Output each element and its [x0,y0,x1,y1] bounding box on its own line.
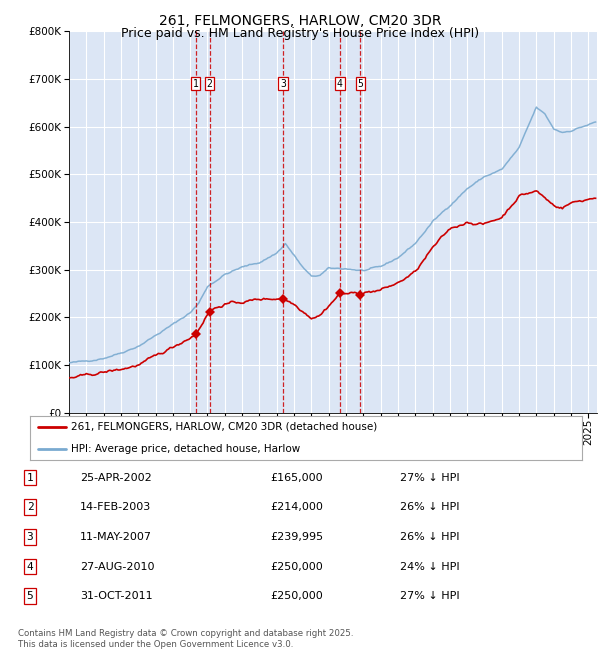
Text: £214,000: £214,000 [270,502,323,512]
Text: 1: 1 [26,473,34,482]
Text: HPI: Average price, detached house, Harlow: HPI: Average price, detached house, Harl… [71,444,301,454]
Text: 261, FELMONGERS, HARLOW, CM20 3DR (detached house): 261, FELMONGERS, HARLOW, CM20 3DR (detac… [71,422,377,432]
Text: 27-AUG-2010: 27-AUG-2010 [80,562,155,571]
Text: Price paid vs. HM Land Registry's House Price Index (HPI): Price paid vs. HM Land Registry's House … [121,27,479,40]
Text: 4: 4 [26,562,34,571]
Text: 26% ↓ HPI: 26% ↓ HPI [400,502,460,512]
Text: £239,995: £239,995 [270,532,323,542]
Text: 5: 5 [358,79,363,88]
Text: £250,000: £250,000 [270,562,323,571]
Text: 25-APR-2002: 25-APR-2002 [80,473,152,482]
Text: 24% ↓ HPI: 24% ↓ HPI [400,562,460,571]
Text: 11-MAY-2007: 11-MAY-2007 [80,532,152,542]
Text: 14-FEB-2003: 14-FEB-2003 [80,502,151,512]
Text: 1: 1 [193,79,199,88]
Text: 26% ↓ HPI: 26% ↓ HPI [400,532,460,542]
Text: Contains HM Land Registry data © Crown copyright and database right 2025.
This d: Contains HM Land Registry data © Crown c… [18,629,353,649]
Text: 4: 4 [337,79,343,88]
Text: 2: 2 [206,79,212,88]
Text: 27% ↓ HPI: 27% ↓ HPI [400,473,460,482]
Text: £250,000: £250,000 [270,592,323,601]
Text: 31-OCT-2011: 31-OCT-2011 [80,592,152,601]
Text: 2: 2 [26,502,34,512]
Text: 261, FELMONGERS, HARLOW, CM20 3DR: 261, FELMONGERS, HARLOW, CM20 3DR [159,14,441,29]
Text: £165,000: £165,000 [270,473,323,482]
Text: 3: 3 [26,532,34,542]
Text: 5: 5 [26,592,34,601]
Text: 27% ↓ HPI: 27% ↓ HPI [400,592,460,601]
Text: 3: 3 [280,79,286,88]
